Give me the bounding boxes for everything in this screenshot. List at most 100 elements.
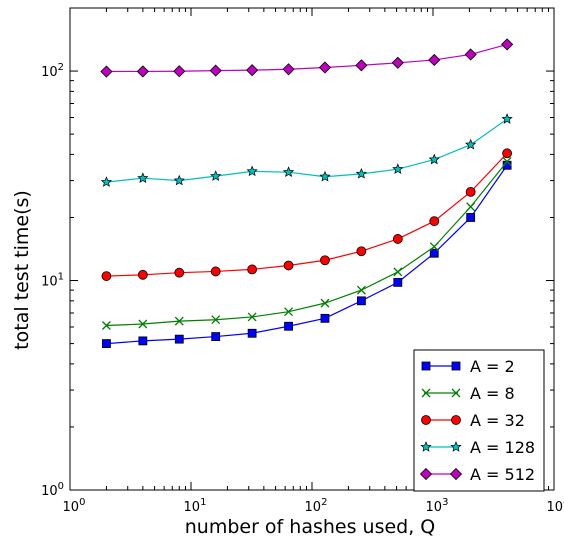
legend-label: A = 8 [470, 384, 515, 403]
data-point [429, 242, 439, 252]
data-point [429, 216, 440, 227]
series-line [106, 118, 508, 183]
data-point [320, 255, 330, 266]
data-point [392, 163, 404, 174]
series-line [106, 164, 508, 345]
series-4 [100, 113, 513, 187]
data-point [465, 186, 476, 197]
data-point [246, 64, 259, 77]
legend-label: A = 2 [470, 357, 515, 376]
legend-marker [451, 361, 461, 371]
data-point [136, 65, 149, 78]
data-point [101, 321, 111, 330]
legend-marker [451, 415, 461, 425]
data-point [429, 248, 439, 258]
y-tick-label: 101 [41, 272, 64, 290]
data-point [501, 113, 513, 124]
legend-label: A = 128 [470, 438, 535, 457]
data-point [501, 38, 514, 51]
y-axis-label: total test time(s) [11, 190, 33, 350]
data-point [247, 328, 257, 338]
x-tick-label: 100 [63, 497, 86, 515]
data-point [173, 65, 186, 78]
data-point [283, 260, 294, 271]
data-point [320, 313, 330, 323]
x-axis-label: number of hashes used, Q [185, 516, 436, 538]
legend-marker [449, 467, 463, 481]
plot-area [100, 38, 514, 348]
data-point [100, 176, 113, 187]
data-point [391, 56, 404, 69]
series-2 [101, 157, 512, 330]
data-point [247, 264, 258, 275]
legend: A = 2 A = 8 A = 32 A = 128 A = 512 [413, 349, 545, 492]
legend-marker [450, 441, 462, 452]
data-point [502, 157, 512, 166]
legend-label: A = 32 [470, 411, 525, 430]
series-5 [100, 38, 514, 78]
data-point [320, 298, 330, 308]
data-point [319, 170, 331, 182]
data-point [246, 165, 258, 177]
x-tick-label: 103 [426, 497, 449, 515]
data-point [210, 266, 221, 277]
data-point [284, 307, 294, 317]
data-point [466, 213, 476, 222]
data-point [392, 234, 403, 244]
data-point [209, 64, 222, 77]
legend-marker [419, 467, 433, 481]
legend-marker [421, 415, 431, 425]
data-point [356, 285, 366, 295]
y-tick-label: 100 [41, 481, 64, 499]
data-point [173, 174, 185, 186]
data-point [101, 271, 112, 281]
legend-marker [421, 361, 431, 371]
legend-marker [451, 388, 461, 398]
data-point [466, 202, 476, 212]
data-point [284, 321, 293, 331]
legend-entry: A = 8 [421, 384, 515, 403]
x-tick-label: 101 [184, 497, 207, 515]
data-point [393, 277, 403, 287]
x-tick-label: 104 [547, 497, 564, 515]
data-point [428, 53, 441, 67]
legend-entry: A = 512 [419, 465, 535, 484]
legend-marker [420, 441, 432, 452]
data-point [282, 63, 295, 76]
data-point [174, 316, 184, 326]
series-3 [101, 148, 512, 281]
data-point [138, 336, 148, 346]
legend-entry: A = 128 [420, 438, 535, 457]
legend-label: A = 512 [470, 465, 535, 484]
data-point [102, 339, 111, 348]
data-point [100, 65, 113, 78]
legend-entry: A = 32 [421, 411, 525, 430]
data-point [247, 312, 257, 322]
data-point [464, 48, 477, 61]
data-point [174, 334, 184, 344]
data-point [465, 138, 477, 150]
data-point [282, 166, 295, 177]
legend-entry: A = 2 [421, 357, 515, 376]
series-line [106, 161, 508, 327]
y-tick-label: 102 [41, 62, 64, 80]
data-point [318, 61, 332, 74]
data-point [355, 59, 368, 72]
data-point [137, 172, 149, 183]
data-point [137, 269, 148, 280]
data-point [355, 167, 368, 179]
data-point [428, 153, 440, 165]
data-point [210, 170, 222, 181]
series-1 [102, 160, 512, 348]
data-point [356, 296, 366, 306]
data-point [356, 246, 367, 257]
x-tick-label: 102 [305, 497, 328, 515]
data-point [211, 315, 221, 325]
series-line [106, 43, 508, 73]
series-line [106, 152, 508, 277]
data-point [502, 148, 512, 159]
data-point [211, 332, 221, 341]
data-point [393, 267, 403, 277]
axes: 100 101 102 103 104 100 101 102 [41, 7, 564, 515]
